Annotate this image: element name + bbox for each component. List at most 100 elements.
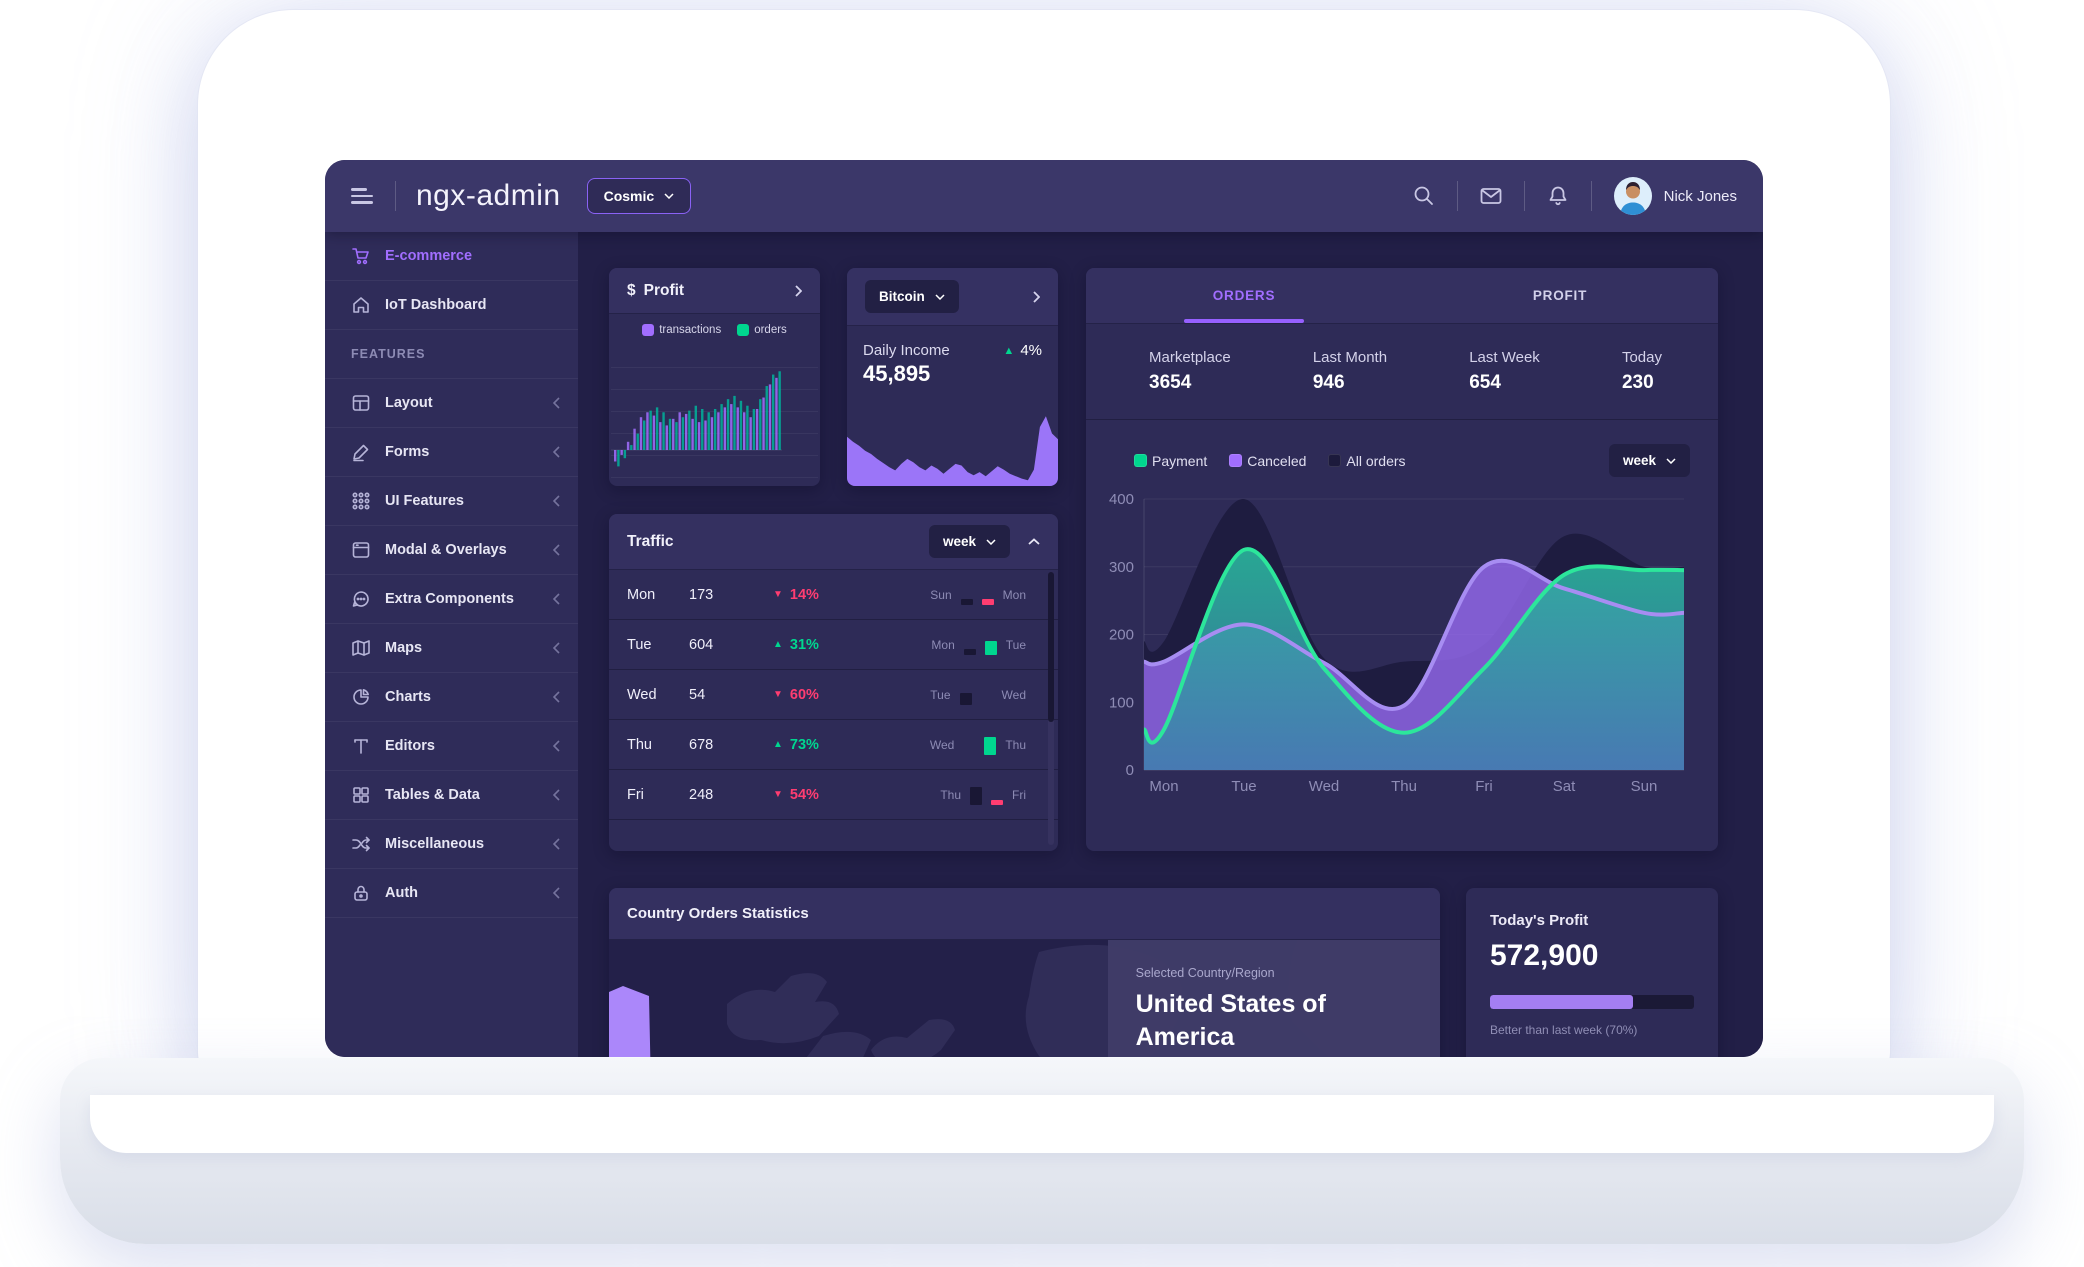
currency-select[interactable]: Bitcoin (865, 280, 959, 313)
all-orders-legend-label: All orders (1346, 452, 1406, 469)
svg-text:0: 0 (1126, 762, 1134, 779)
svg-text:Tue: Tue (1231, 778, 1256, 795)
sidebar-item-forms[interactable]: Forms (325, 428, 578, 477)
menu-icon[interactable] (351, 188, 375, 204)
all-orders-legend-swatch (1328, 454, 1342, 467)
stat-label: Marketplace (1149, 349, 1231, 366)
traffic-day: Thu (627, 736, 652, 753)
app-title: ngx-admin (416, 179, 561, 212)
traffic-title: Traffic (627, 532, 674, 550)
traffic-period-value: week (942, 534, 976, 549)
traffic-day: Mon (627, 586, 656, 603)
header-actions: Nick Jones (1413, 177, 1737, 215)
stat-label: Today (1621, 349, 1662, 366)
traffic-row: Wed 54 ▼ 60% Tue Wed (609, 670, 1058, 720)
bell-icon[interactable] (1547, 185, 1569, 207)
tab-orders[interactable]: ORDERS (1212, 288, 1276, 303)
compare-bar (963, 648, 976, 655)
compare-bar (981, 598, 994, 605)
compare-from: Thu (940, 787, 961, 802)
sidebar-item-modal-overlays[interactable]: Modal & Overlays (325, 526, 578, 575)
traffic-day: Tue (627, 636, 652, 653)
sidebar-item-miscellaneous[interactable]: Miscellaneous (325, 820, 578, 869)
chevron-left-icon (553, 838, 560, 850)
sidebar-item-ui-features[interactable]: UI Features (325, 477, 578, 526)
sidebar-item-extra-components[interactable]: Extra Components (325, 575, 578, 624)
sidebar-item-editors[interactable]: Editors (325, 722, 578, 771)
world-map[interactable]: Selected Country/Region United States of… (609, 940, 1440, 1057)
mail-icon[interactable] (1480, 185, 1502, 207)
canceled-legend-label: Canceled (1247, 452, 1307, 469)
scrollbar-thumb[interactable] (1048, 572, 1054, 722)
traffic-value: 54 (689, 686, 706, 703)
stat-value: 654 (1469, 372, 1501, 393)
sidebar-section-features: FEATURES (325, 330, 578, 379)
sidebar-item-auth[interactable]: Auth (325, 869, 578, 918)
chevron-down-icon (664, 193, 674, 199)
sidebar-item-iot-dashboard[interactable]: IoT Dashboard (325, 281, 578, 330)
chevron-left-icon (553, 446, 560, 458)
sidebar-item-label: Forms (385, 444, 430, 460)
trend-arrow-icon: ▲ (773, 639, 783, 650)
chevron-right-icon[interactable] (795, 284, 802, 297)
orders-profit-card: ORDERS PROFIT Marketplace 3654 Last Mont… (1086, 268, 1718, 851)
traffic-row-partial (609, 820, 1058, 846)
daily-income-label: Daily Income (863, 342, 950, 359)
tab-profit[interactable]: PROFIT (1532, 288, 1588, 303)
country-card-header: Country Orders Statistics (609, 888, 1440, 940)
chevron-left-icon (553, 495, 560, 507)
chevron-left-icon (553, 593, 560, 605)
search-icon[interactable] (1413, 185, 1435, 207)
svg-text:Sat: Sat (1553, 778, 1576, 795)
country-orders-card: Country Orders Statistics (609, 888, 1440, 1057)
sidebar-item-maps[interactable]: Maps (325, 624, 578, 673)
layout-icon (352, 395, 370, 411)
compare-bar (960, 598, 973, 605)
user-menu[interactable]: Nick Jones (1613, 177, 1737, 215)
main-content: $ Profit transactions orders Bitcoin (578, 232, 1763, 1057)
svg-text:Mon: Mon (1149, 778, 1178, 795)
map-icon (352, 640, 370, 656)
traffic-compare: Sun Mon (930, 585, 1036, 605)
trend-arrow-icon: ▲ (773, 739, 783, 750)
sidebar-item-label: Auth (385, 885, 419, 901)
todays-profit-title: Today's Profit (1490, 912, 1589, 929)
shuffle-icon (352, 836, 370, 852)
chevron-left-icon (553, 397, 560, 409)
sidebar-item-label: E-commerce (385, 248, 473, 264)
theme-select[interactable]: Cosmic (586, 178, 692, 214)
chevron-down-icon (986, 538, 996, 545)
pie-chart-icon (353, 689, 369, 705)
svg-text:200: 200 (1109, 627, 1134, 644)
divider (395, 181, 396, 211)
traffic-compare: Mon Tue (931, 635, 1036, 655)
bitcoin-card-body: Daily Income ▲ 4% 45,895 (847, 326, 1058, 486)
chevron-left-icon (553, 887, 560, 899)
chevron-left-icon (553, 642, 560, 654)
compare-to: Tue (1005, 637, 1026, 652)
sidebar-item-tables-data[interactable]: Tables & Data (325, 771, 578, 820)
chevron-left-icon (553, 691, 560, 703)
selected-country-panel: Selected Country/Region United States of… (1107, 940, 1440, 1057)
theme-select-value: Cosmic (603, 188, 655, 204)
orders-legend-label: orders (754, 324, 787, 336)
traffic-row: Fri 248 ▼ 54% Thu Fri (609, 770, 1058, 820)
compare-to: Fri (1012, 787, 1026, 802)
orders-period-select[interactable]: week (1608, 444, 1690, 477)
compare-from: Tue (930, 687, 951, 702)
compare-bar (991, 799, 1003, 805)
sidebar-item-layout[interactable]: Layout (325, 379, 578, 428)
selected-country-label: Selected Country/Region (1135, 966, 1275, 980)
stat-value: 946 (1312, 372, 1345, 393)
traffic-day: Wed (627, 686, 657, 703)
sidebar-item-charts[interactable]: Charts (325, 673, 578, 722)
trend-percent: 73% (789, 736, 819, 753)
stat-value: 230 (1621, 372, 1654, 393)
traffic-compare: Tue Wed (930, 685, 1036, 705)
trend-percent: 14% (789, 586, 819, 603)
traffic-row: Tue 604 ▲ 31% Mon Tue (609, 620, 1058, 670)
chevron-up-icon[interactable] (1028, 538, 1040, 545)
chevron-right-icon[interactable] (1033, 290, 1040, 303)
sidebar-item-ecommerce[interactable]: E-commerce (325, 232, 578, 281)
traffic-period-select[interactable]: week (928, 525, 1010, 558)
